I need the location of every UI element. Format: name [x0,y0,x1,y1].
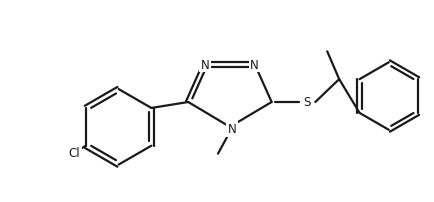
Text: N: N [227,123,236,136]
Text: N: N [200,58,209,71]
Text: S: S [303,96,310,109]
Text: Cl: Cl [69,146,80,159]
Text: N: N [250,58,259,71]
